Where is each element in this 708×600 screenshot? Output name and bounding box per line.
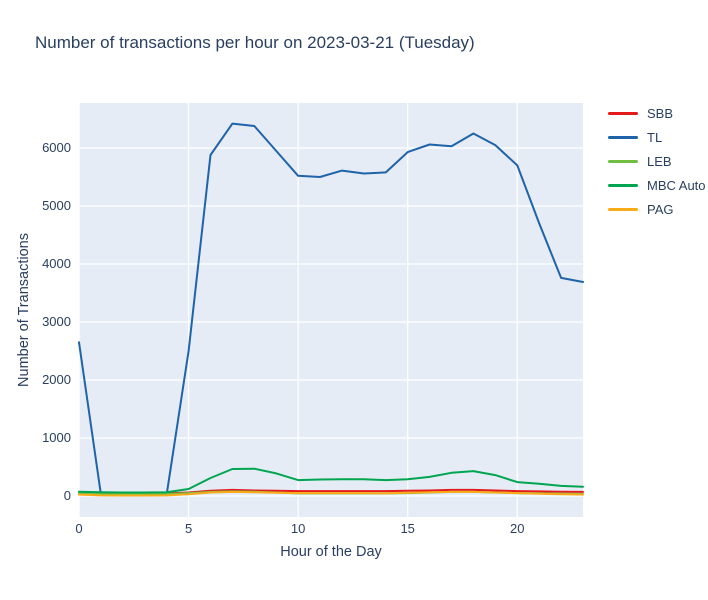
x-tick-label-0: 0 xyxy=(75,521,83,536)
series-lines xyxy=(78,122,584,497)
legend: SBB TL LEB MBC Auto PAG xyxy=(608,101,706,221)
legend-line-swatch xyxy=(608,135,638,139)
y-tick-label-2000: 2000 xyxy=(42,372,71,387)
y-tick-label-5000: 5000 xyxy=(42,198,71,213)
chart-svg xyxy=(78,103,584,517)
y-tick-label-3000: 3000 xyxy=(42,314,71,329)
x-tick-label-15: 15 xyxy=(400,521,415,536)
legend-line-swatch xyxy=(608,111,638,115)
legend-label: SBB xyxy=(647,105,674,121)
chart-title: Number of transactions per hour on 2023-… xyxy=(35,33,475,52)
legend-label: PAG xyxy=(647,201,674,217)
y-tick-label-0: 0 xyxy=(63,488,71,503)
legend-entry-tl[interactable]: TL xyxy=(608,125,706,149)
legend-label: TL xyxy=(647,129,663,145)
legend-entry-mbc-auto[interactable]: MBC Auto xyxy=(608,173,706,197)
y-axis-title: Number of Transactions xyxy=(16,233,32,387)
legend-line-swatch xyxy=(608,159,638,163)
legend-entry-leb[interactable]: LEB xyxy=(608,149,706,173)
plot-area[interactable] xyxy=(79,103,583,517)
legend-entry-sbb[interactable]: SBB xyxy=(608,101,706,125)
legend-label: LEB xyxy=(647,153,672,169)
legend-line-swatch xyxy=(608,183,638,187)
x-tick-label-10: 10 xyxy=(290,521,306,536)
x-axis-title: Hour of the Day xyxy=(280,544,382,560)
series-line-pag xyxy=(78,490,584,497)
y-tick-label-1000: 1000 xyxy=(42,430,71,445)
x-tick-label-20: 20 xyxy=(510,521,525,536)
x-tick-label-5: 5 xyxy=(184,521,193,536)
legend-line-swatch xyxy=(608,207,638,211)
series-line-tl xyxy=(78,122,584,496)
gridlines xyxy=(78,103,583,517)
y-tick-label-4000: 4000 xyxy=(42,256,71,271)
y-tick-label-6000: 6000 xyxy=(42,140,71,155)
series-line-mbc-auto xyxy=(78,467,584,494)
legend-entry-pag[interactable]: PAG xyxy=(608,197,706,221)
legend-label: MBC Auto xyxy=(647,177,706,193)
